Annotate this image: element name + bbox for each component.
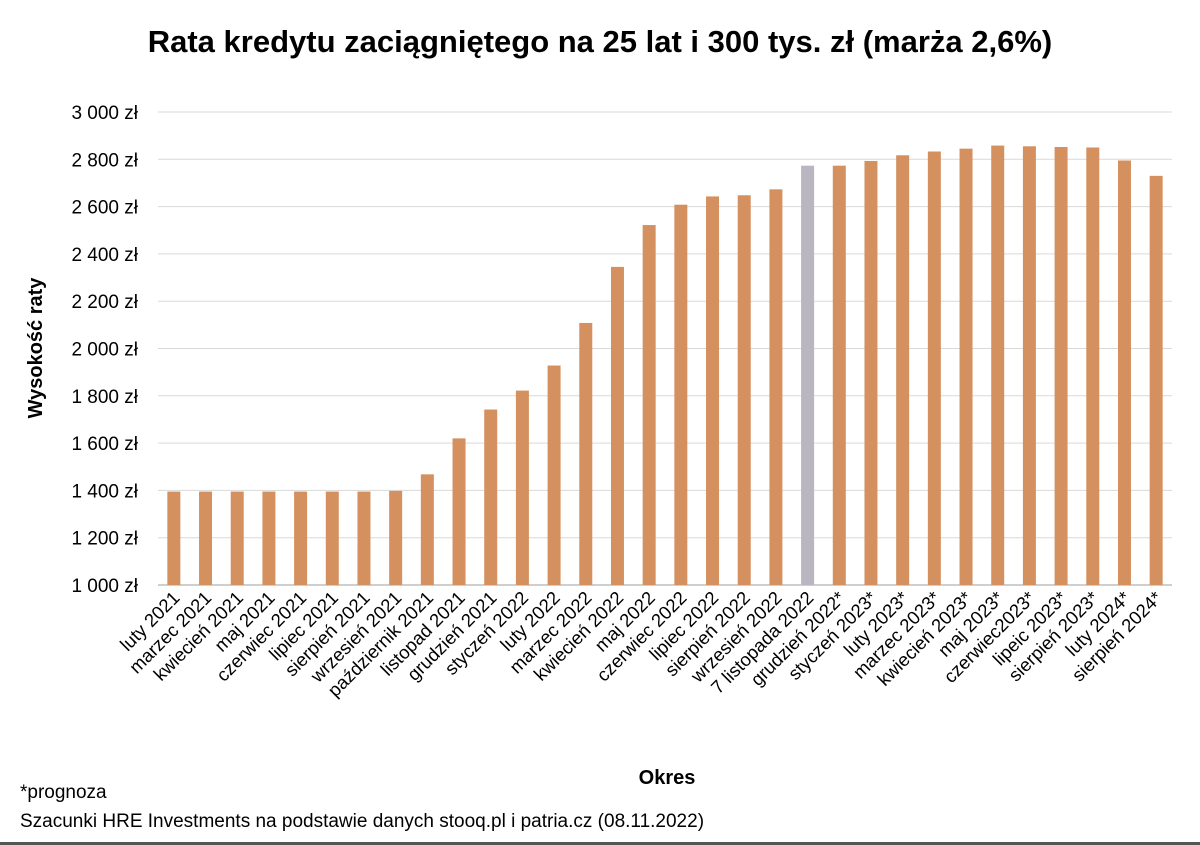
bar (325, 491, 339, 585)
bars (167, 145, 1163, 586)
bar (1117, 160, 1131, 586)
y-tick-label: 2 400 zł (71, 245, 138, 266)
bar (991, 145, 1005, 585)
bar (452, 438, 466, 585)
bottom-rule (0, 842, 1200, 845)
bar (230, 491, 244, 585)
x-axis-label: Okres (639, 767, 696, 789)
bar (199, 491, 213, 585)
bar (389, 490, 403, 585)
bar (706, 196, 720, 586)
bar (515, 390, 529, 585)
y-axis-ticks: 1 000 zł 1 200 zł 1 400 zł 1 600 zł 1 800 zł… (71, 103, 138, 597)
bar (896, 155, 910, 586)
y-tick-label: 2 200 zł (71, 292, 138, 313)
bar (959, 148, 973, 585)
y-axis-label: Wysokość raty (25, 277, 47, 419)
bar (642, 225, 656, 585)
y-tick-label: 2 000 zł (71, 340, 138, 361)
bar (167, 491, 181, 585)
bar (674, 204, 688, 585)
bar (832, 165, 846, 586)
bar (579, 322, 593, 585)
y-tick-label: 1 400 zł (71, 481, 138, 502)
bar (864, 160, 878, 585)
bar (801, 165, 815, 586)
bar (262, 491, 276, 585)
bar (1054, 147, 1068, 585)
gridlines (158, 111, 1172, 586)
y-tick-label: 1 200 zł (71, 529, 138, 550)
y-tick-label: 3 000 zł (71, 103, 138, 124)
bar (1022, 146, 1036, 586)
y-tick-label: 1 600 zł (71, 434, 138, 455)
footnote: *prognoza (20, 782, 107, 803)
y-tick-label: 1 800 zł (71, 387, 138, 408)
bar (1086, 147, 1100, 585)
bar (294, 491, 308, 585)
chart-title: Rata kredytu zaciągniętego na 25 lat i 3… (147, 24, 1053, 59)
y-tick-label: 2 600 zł (71, 198, 138, 219)
bar (610, 266, 624, 585)
bar (420, 474, 434, 585)
bar (927, 151, 941, 586)
y-tick-label: 1 000 zł (71, 576, 138, 597)
bar (737, 195, 751, 586)
bar (357, 491, 371, 585)
y-tick-label: 2 800 zł (71, 150, 138, 171)
bar (1149, 175, 1163, 586)
bar (484, 409, 498, 585)
bar (547, 365, 561, 585)
bar (769, 189, 783, 585)
source-note: Szacunki HRE Investments na podstawie da… (20, 811, 705, 832)
